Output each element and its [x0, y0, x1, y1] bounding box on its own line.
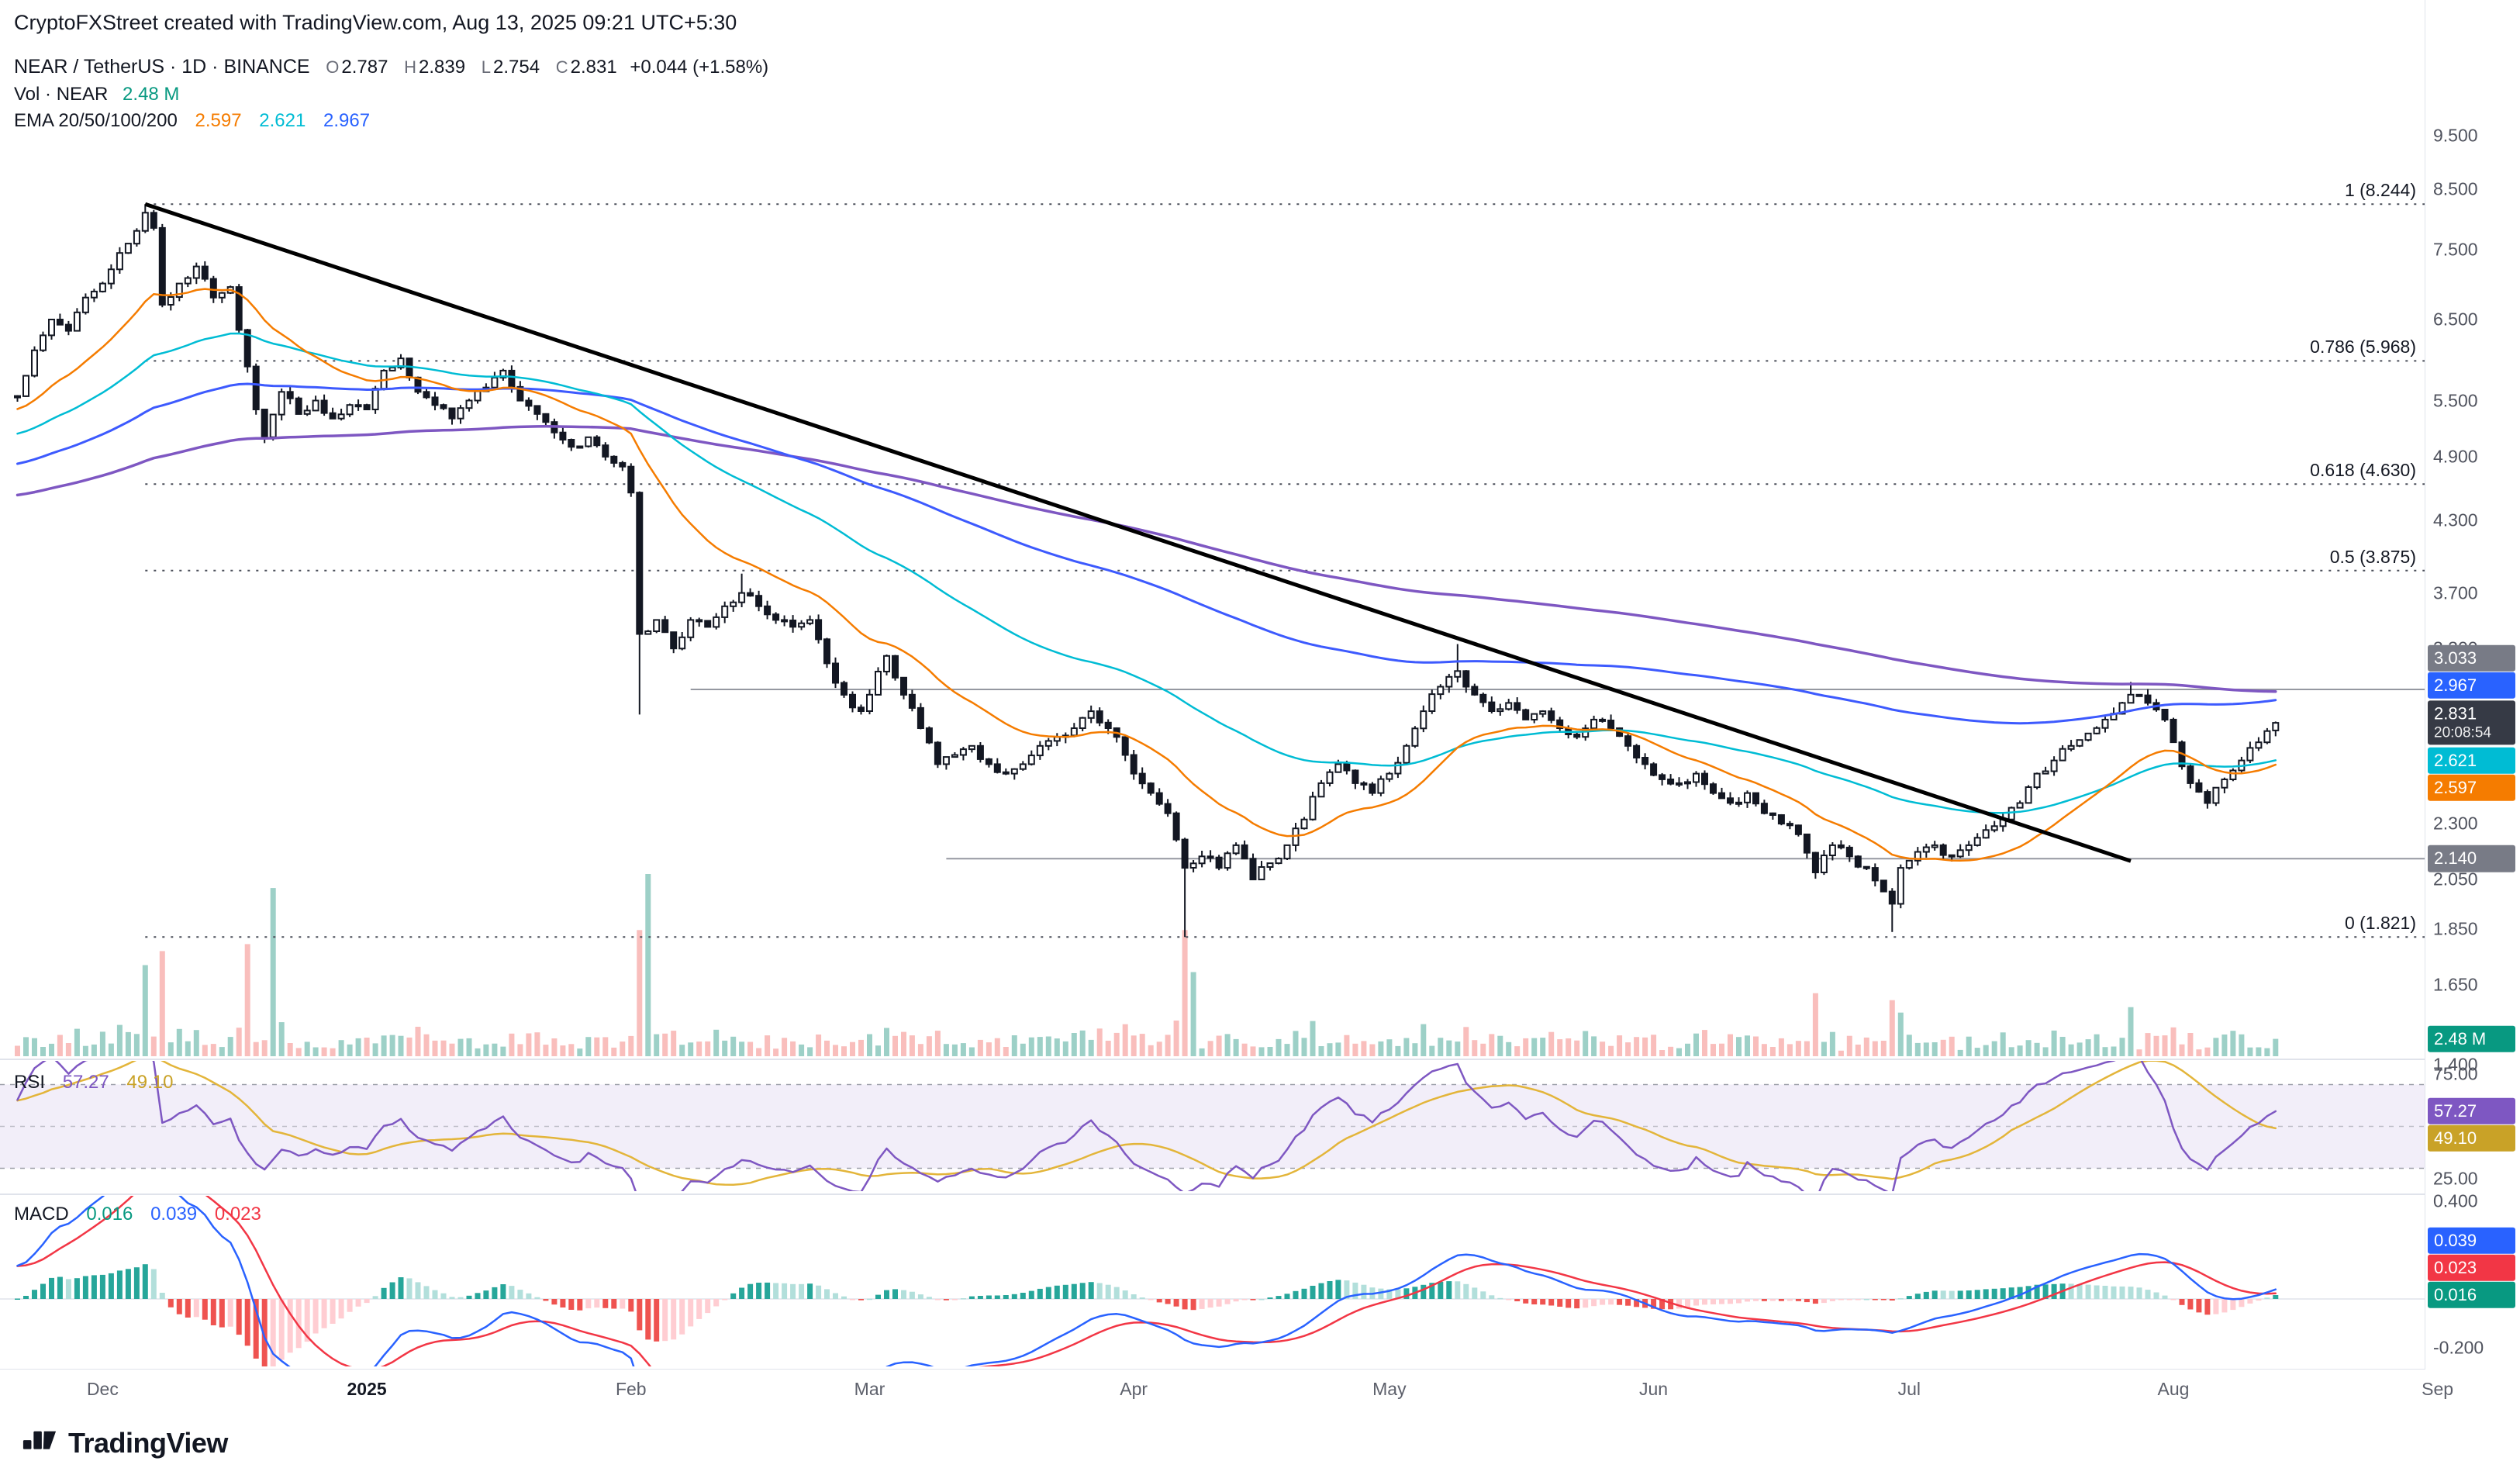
macd-label[interactable]: MACD	[14, 1204, 69, 1225]
fib-level-label[interactable]: 0.786 (5.968)	[2310, 337, 2416, 358]
attribution-text: CryptoFXStreet created with TradingView.…	[14, 11, 737, 34]
price-tick-label: 6.500	[2433, 309, 2478, 330]
fib-level-label[interactable]: 1 (8.244)	[2344, 180, 2416, 201]
price-level-badge: 2.597	[2428, 774, 2515, 801]
rsi-ma-value: 49.10	[126, 1072, 174, 1093]
time-axis-label[interactable]: Jun	[1639, 1379, 1669, 1399]
symbol-title[interactable]: NEAR / TetherUS · 1D · BINANCE	[14, 56, 310, 78]
rsi-label[interactable]: RSI	[14, 1072, 46, 1093]
candles-layer	[14, 204, 2280, 938]
macd-badge: 0.039	[2428, 1227, 2515, 1255]
ema-label[interactable]: EMA 20/50/100/200	[14, 110, 178, 131]
price-tick-label: 9.500	[2433, 125, 2478, 145]
price-level-badge: 2.621	[2428, 747, 2515, 774]
rsi-badge: 57.27	[2428, 1097, 2515, 1125]
rsi-tick-label: 25.00	[2433, 1168, 2478, 1189]
ohlc-low-label: L	[481, 57, 491, 77]
ema20-value: 2.597	[195, 110, 242, 131]
macd-badge: 0.023	[2428, 1254, 2515, 1282]
time-axis-label[interactable]: 2025	[347, 1379, 387, 1399]
ema-lines	[16, 288, 2277, 862]
price-tick-label: 3.700	[2433, 582, 2478, 603]
volume-layer	[15, 874, 2279, 1056]
change-value: +0.044 (+1.58%)	[630, 57, 769, 78]
tradingview-logo-text: TradingView	[68, 1427, 228, 1459]
macd-legend: MACD 0.016 0.039 0.023	[14, 1204, 261, 1225]
ema100-value: 2.967	[323, 110, 371, 131]
ohlc-high-value: 2.839	[419, 57, 466, 78]
time-axis-label[interactable]: Aug	[2157, 1379, 2190, 1399]
price-tick-label: 1.400	[2433, 1054, 2478, 1075]
horizontal-level-lines[interactable]	[690, 689, 2425, 860]
time-axis-label[interactable]: Dec	[86, 1379, 119, 1399]
descending-trendline[interactable]	[144, 202, 2132, 863]
volume-value: 2.48 M	[123, 84, 180, 105]
time-axis-label[interactable]: Apr	[1120, 1379, 1148, 1399]
rsi-pane[interactable]	[0, 1040, 2425, 1202]
rsi-legend: RSI 57.27 49.10	[14, 1072, 173, 1093]
price-tick-label: 5.500	[2433, 390, 2478, 411]
volume-legend: Vol · NEAR 2.48 M	[14, 84, 179, 105]
price-tick-label: 2.300	[2433, 813, 2478, 834]
rsi-badge: 49.10	[2428, 1124, 2515, 1152]
macd-histogram	[15, 1264, 2279, 1366]
ohlc-open-value: 2.787	[341, 57, 388, 78]
ohlc-high-label: H	[404, 57, 417, 77]
countdown-timer: 20:08:54	[2434, 724, 2491, 741]
price-pane[interactable]	[14, 202, 2425, 1056]
macd-tick-label: 0.400	[2433, 1190, 2478, 1211]
price-level-badge: 2.967	[2428, 672, 2515, 699]
time-axis[interactable]: Dec 2025 Feb Mar Apr May Jun Jul Aug Sep	[0, 1370, 2520, 1416]
time-axis-label[interactable]: Mar	[854, 1379, 885, 1399]
volume-badge: 2.48 M	[2428, 1025, 2515, 1053]
price-level-badge: 3.033	[2428, 644, 2515, 672]
fib-level-label[interactable]: 0 (1.821)	[2344, 913, 2416, 934]
price-tick-label: 1.850	[2433, 918, 2478, 939]
price-tick-label: 7.500	[2433, 239, 2478, 260]
rsi-value: 57.27	[62, 1072, 109, 1093]
macd-tick-label: -0.200	[2433, 1337, 2484, 1358]
macd-badge: 0.016	[2428, 1281, 2515, 1309]
macd-pane[interactable]	[0, 1145, 2425, 1439]
fib-level-label[interactable]: 0.618 (4.630)	[2310, 460, 2416, 481]
time-axis-label[interactable]: Feb	[615, 1379, 647, 1399]
tradingview-logo-icon	[22, 1431, 57, 1449]
ohlc-close-label: C	[555, 57, 568, 77]
ohlc-open-label: O	[326, 57, 340, 77]
price-tick-label: 1.650	[2433, 974, 2478, 995]
macd-hist-value: 0.016	[86, 1204, 133, 1225]
time-axis-label[interactable]: Sep	[2422, 1379, 2454, 1399]
ohlc-close-value: 2.831	[570, 57, 617, 78]
rsi-tick-label: 75.00	[2433, 1063, 2478, 1084]
time-axis-label[interactable]: Jul	[1897, 1379, 1921, 1399]
price-axis[interactable]: 9.500 8.500 7.500 6.500 5.500 4.900 4.300 3.700…	[2425, 0, 2520, 1370]
time-axis-label[interactable]: May	[1372, 1379, 1407, 1399]
volume-label[interactable]: Vol · NEAR	[14, 84, 109, 105]
price-tick-label: 4.900	[2433, 446, 2478, 467]
ohlc-low-value: 2.754	[493, 57, 540, 78]
macd-signal-value: 0.023	[214, 1204, 261, 1225]
last-price-badge: 2.831 20:08:54	[2428, 700, 2515, 745]
price-tick-label: 4.300	[2433, 510, 2478, 530]
fib-level-label[interactable]: 0.5 (3.875)	[2329, 546, 2416, 567]
price-level-badge: 2.140	[2428, 845, 2515, 872]
ema-legend: EMA 20/50/100/200 2.597 2.621 2.967	[14, 110, 370, 132]
ema50-value: 2.621	[259, 110, 306, 131]
fib-retracement-lines[interactable]	[145, 203, 2425, 938]
tradingview-logo[interactable]: TradingView	[22, 1425, 228, 1461]
macd-line-value: 0.039	[150, 1204, 198, 1225]
price-tick-label: 2.050	[2433, 869, 2478, 889]
price-tick-label: 8.500	[2433, 178, 2478, 199]
